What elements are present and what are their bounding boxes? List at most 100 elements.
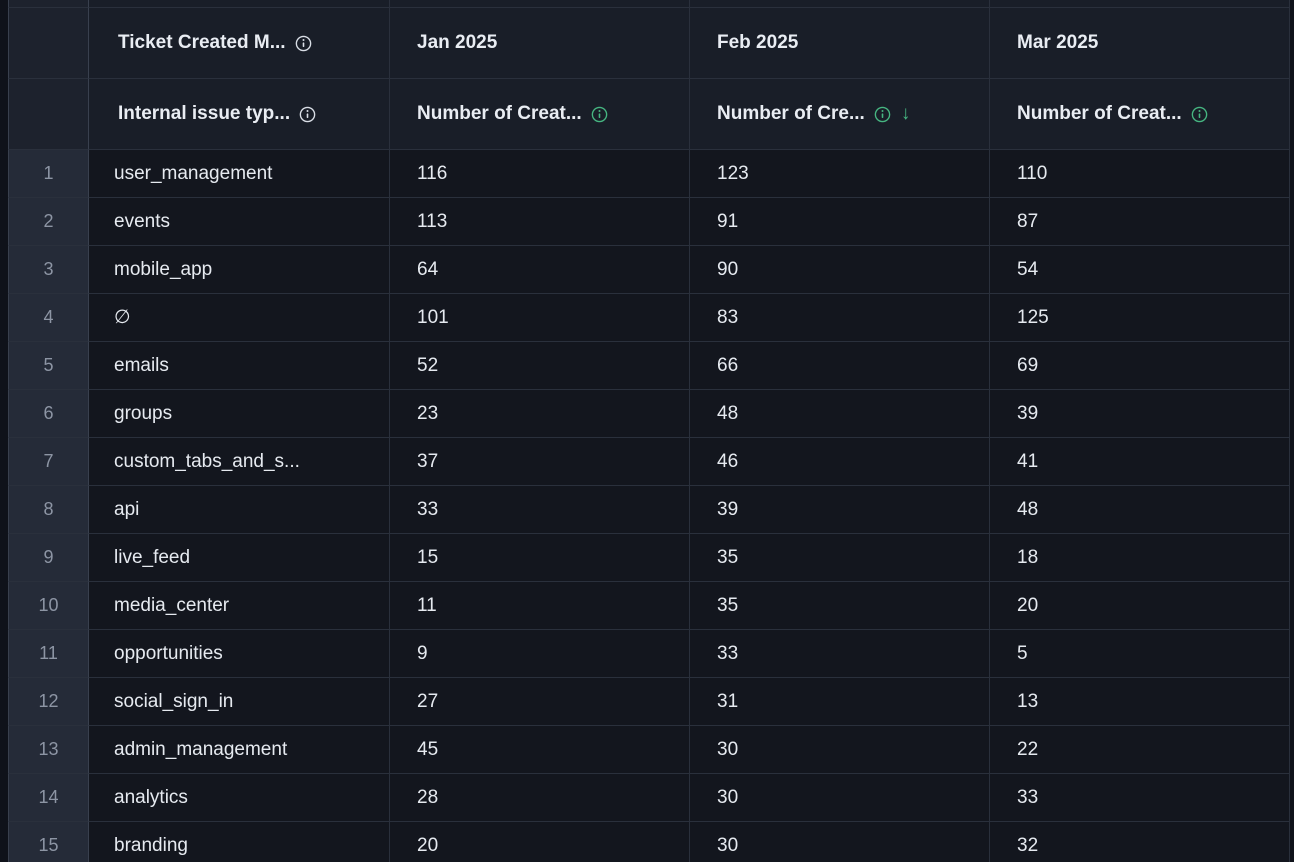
gutter-header: [8, 79, 89, 150]
value-cell-feb[interactable]: 39: [690, 486, 990, 534]
value-cell-mar[interactable]: 48: [990, 486, 1290, 534]
row-number: 12: [8, 678, 89, 726]
value-cell-jan[interactable]: 52: [390, 342, 690, 390]
table-row: 13 admin_management 45 30 22: [0, 726, 1294, 774]
value-cell-mar[interactable]: 41: [990, 438, 1290, 486]
issue-type-cell[interactable]: branding: [89, 822, 390, 862]
value-cell-feb[interactable]: 31: [690, 678, 990, 726]
column-header-ticket-created-month[interactable]: Ticket Created M...: [89, 8, 390, 79]
value-cell-jan[interactable]: 27: [390, 678, 690, 726]
value-cell-mar[interactable]: 5: [990, 630, 1290, 678]
value-cell-feb[interactable]: 123: [690, 150, 990, 198]
value-cell-feb[interactable]: 30: [690, 822, 990, 862]
header-label: Number of Cre...: [717, 103, 865, 124]
column-header-jan-2025[interactable]: Jan 2025: [390, 8, 690, 79]
issue-type-cell[interactable]: user_management: [89, 150, 390, 198]
value-cell-jan[interactable]: 116: [390, 150, 690, 198]
value-cell-feb[interactable]: 30: [690, 774, 990, 822]
row-number: 13: [8, 726, 89, 774]
issue-type-cell[interactable]: opportunities: [89, 630, 390, 678]
clipped-row-above: [0, 0, 1294, 8]
issue-type-cell[interactable]: media_center: [89, 582, 390, 630]
value-cell-feb[interactable]: 30: [690, 726, 990, 774]
value-cell-mar[interactable]: 110: [990, 150, 1290, 198]
header-label: Jan 2025: [417, 32, 498, 53]
value-cell-jan[interactable]: 20: [390, 822, 690, 862]
value-cell-feb[interactable]: 91: [690, 198, 990, 246]
column-header-internal-issue-type[interactable]: Internal issue typ...: [89, 79, 390, 150]
issue-type-cell[interactable]: events: [89, 198, 390, 246]
value-cell-mar[interactable]: 39: [990, 390, 1290, 438]
left-edge: [0, 198, 8, 246]
cell-clip: [89, 0, 390, 8]
value-cell-jan[interactable]: 45: [390, 726, 690, 774]
header-label: Number of Creat...: [1017, 103, 1182, 124]
issue-type-cell[interactable]: ∅: [89, 294, 390, 342]
value-cell-feb[interactable]: 83: [690, 294, 990, 342]
value-cell-mar[interactable]: 13: [990, 678, 1290, 726]
value-cell-jan[interactable]: 33: [390, 486, 690, 534]
value-cell-feb[interactable]: 48: [690, 390, 990, 438]
value-cell-feb[interactable]: 66: [690, 342, 990, 390]
table-row: 12 social_sign_in 27 31 13: [0, 678, 1294, 726]
value-cell-jan[interactable]: 37: [390, 438, 690, 486]
table-row: 5 emails 52 66 69: [0, 342, 1294, 390]
issue-type-cell[interactable]: live_feed: [89, 534, 390, 582]
value-cell-mar[interactable]: 54: [990, 246, 1290, 294]
value-cell-jan[interactable]: 15: [390, 534, 690, 582]
issue-type-cell[interactable]: custom_tabs_and_s...: [89, 438, 390, 486]
value-cell-jan[interactable]: 113: [390, 198, 690, 246]
value-cell-mar[interactable]: 20: [990, 582, 1290, 630]
left-edge: [0, 678, 8, 726]
issue-type-cell[interactable]: api: [89, 486, 390, 534]
issue-type-cell[interactable]: analytics: [89, 774, 390, 822]
issue-type-cell[interactable]: admin_management: [89, 726, 390, 774]
header-label: Ticket Created M...: [118, 32, 286, 53]
value-cell-feb[interactable]: 35: [690, 534, 990, 582]
value-cell-jan[interactable]: 23: [390, 390, 690, 438]
value-cell-feb[interactable]: 90: [690, 246, 990, 294]
left-edge: [0, 8, 8, 79]
value-cell-mar[interactable]: 32: [990, 822, 1290, 862]
left-edge: [0, 79, 8, 150]
value-cell-mar[interactable]: 69: [990, 342, 1290, 390]
measure-header-mar[interactable]: Number of Creat...: [990, 79, 1290, 150]
info-icon[interactable]: [874, 106, 891, 123]
info-icon[interactable]: [295, 35, 312, 52]
cell-clip: [690, 0, 990, 8]
column-header-feb-2025[interactable]: Feb 2025: [690, 8, 990, 79]
right-edge: [1290, 294, 1294, 342]
issue-type-cell[interactable]: social_sign_in: [89, 678, 390, 726]
row-number: 15: [8, 822, 89, 862]
issue-type-cell[interactable]: emails: [89, 342, 390, 390]
measure-header-feb-sorted[interactable]: Number of Cre... ↓: [690, 79, 990, 150]
value-cell-jan[interactable]: 28: [390, 774, 690, 822]
row-number: 4: [8, 294, 89, 342]
value-cell-mar[interactable]: 22: [990, 726, 1290, 774]
sort-descending-icon[interactable]: ↓: [900, 103, 911, 124]
issue-type-cell[interactable]: groups: [89, 390, 390, 438]
value-cell-mar[interactable]: 87: [990, 198, 1290, 246]
value-cell-feb[interactable]: 46: [690, 438, 990, 486]
info-icon[interactable]: [299, 106, 316, 123]
value-cell-mar[interactable]: 18: [990, 534, 1290, 582]
info-icon[interactable]: [591, 106, 608, 123]
right-edge: [1290, 342, 1294, 390]
value-cell-feb[interactable]: 33: [690, 630, 990, 678]
right-edge: [1290, 774, 1294, 822]
value-cell-mar[interactable]: 33: [990, 774, 1290, 822]
value-cell-feb[interactable]: 35: [690, 582, 990, 630]
value-cell-mar[interactable]: 125: [990, 294, 1290, 342]
value-cell-jan[interactable]: 101: [390, 294, 690, 342]
column-header-mar-2025[interactable]: Mar 2025: [990, 8, 1290, 79]
right-edge: [1290, 726, 1294, 774]
value-cell-jan[interactable]: 11: [390, 582, 690, 630]
cell-clip: [990, 0, 1290, 8]
value-cell-jan[interactable]: 9: [390, 630, 690, 678]
info-icon[interactable]: [1191, 106, 1208, 123]
issue-type-cell[interactable]: mobile_app: [89, 246, 390, 294]
measure-header-jan[interactable]: Number of Creat...: [390, 79, 690, 150]
value-cell-jan[interactable]: 64: [390, 246, 690, 294]
row-number: 10: [8, 582, 89, 630]
right-edge: [1290, 79, 1294, 150]
